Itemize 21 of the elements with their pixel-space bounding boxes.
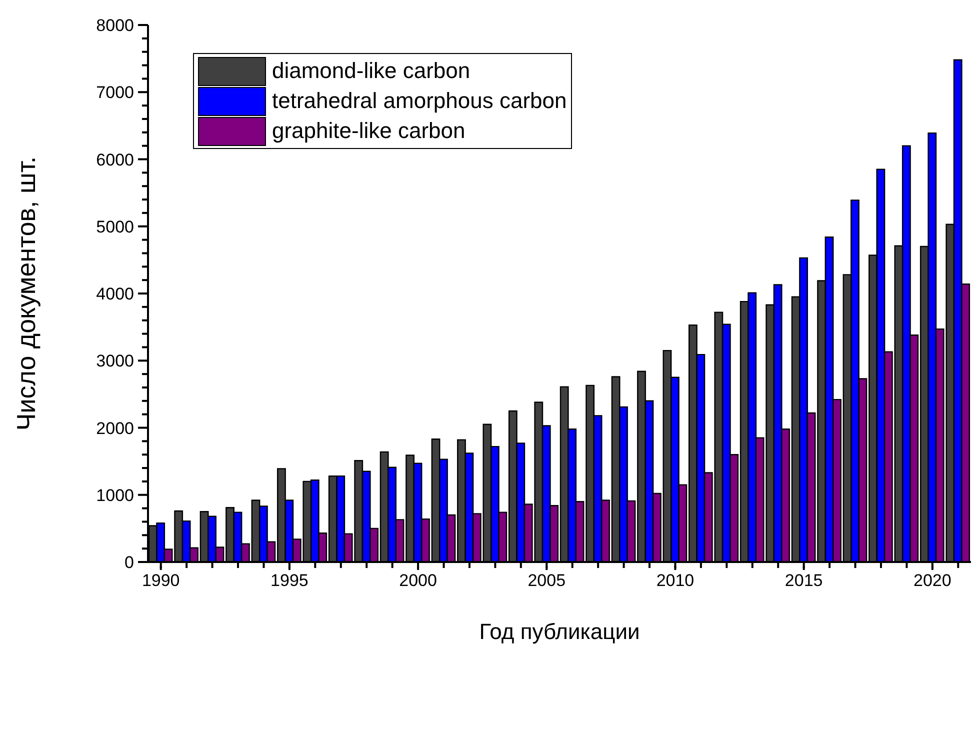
legend-label: tetrahedral amorphous carbon xyxy=(272,88,567,114)
y-tick-label: 5000 xyxy=(96,217,134,236)
y-axis-title: Число документов, шт. xyxy=(11,156,42,431)
legend-label: diamond-like carbon xyxy=(272,58,470,84)
x-axis-title: Год публикации xyxy=(479,619,640,644)
y-tick-label: 0 xyxy=(124,553,134,572)
y-tick-label: 1000 xyxy=(96,486,134,505)
x-tick-label: 2005 xyxy=(528,571,566,590)
x-tick-label: 2000 xyxy=(399,571,437,590)
x-tick-label: 1995 xyxy=(270,571,308,590)
legend-label: graphite-like carbon xyxy=(272,118,466,144)
x-tick-label: 2015 xyxy=(784,571,823,590)
y-tick-label: 3000 xyxy=(96,352,134,371)
x-tick-label: 2020 xyxy=(914,571,952,590)
y-tick-label: 7000 xyxy=(96,83,134,102)
y-tick-label: 2000 xyxy=(96,418,134,438)
x-tick-label: 1990 xyxy=(142,571,180,590)
y-tick-label: 4000 xyxy=(96,284,134,304)
y-tick-label: 6000 xyxy=(96,150,134,170)
x-tick-label: 2010 xyxy=(656,571,694,590)
y-tick-label: 8000 xyxy=(96,16,134,35)
